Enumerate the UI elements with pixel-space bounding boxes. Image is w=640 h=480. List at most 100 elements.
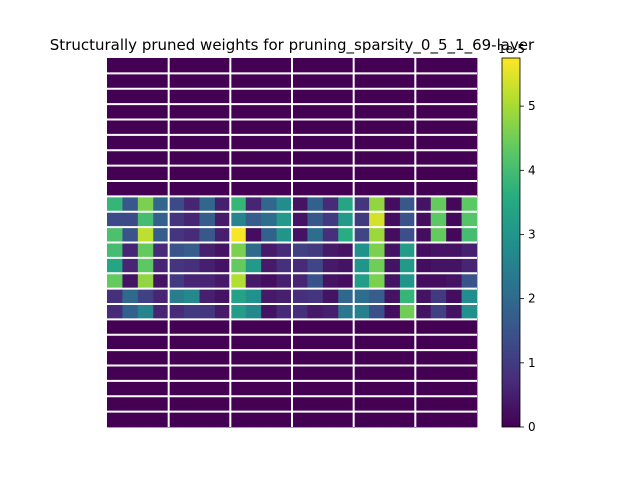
heatmap-cell xyxy=(122,334,139,351)
heatmap-cell xyxy=(107,411,123,428)
heatmap-cell xyxy=(415,411,432,428)
heatmap-cell xyxy=(461,88,478,105)
heatmap-cell xyxy=(168,196,185,213)
heatmap-cell xyxy=(245,196,262,213)
heatmap-cell xyxy=(292,73,308,90)
heatmap-cell xyxy=(199,150,216,167)
heatmap-cell xyxy=(245,211,262,228)
heatmap-cell xyxy=(230,334,247,351)
heatmap-cell xyxy=(446,134,462,151)
heatmap-cell xyxy=(322,119,339,136)
heatmap-cell xyxy=(199,227,216,243)
heatmap-cell xyxy=(384,334,401,351)
heatmap-cell xyxy=(307,88,324,105)
chart-title: Structurally pruned weights for pruning_… xyxy=(50,36,535,55)
heatmap-cell xyxy=(353,242,370,259)
heatmap-cell xyxy=(137,334,154,351)
heatmap-cell xyxy=(292,242,308,259)
heatmap-cell xyxy=(230,396,247,413)
heatmap-cell xyxy=(230,150,247,167)
heatmap-cell xyxy=(292,181,308,197)
heatmap-cell xyxy=(461,350,478,366)
heatmap-cell xyxy=(292,396,308,413)
heatmap-cell xyxy=(245,334,262,351)
heatmap-cell xyxy=(415,319,432,336)
heatmap-cell xyxy=(276,211,293,228)
heatmap-cell xyxy=(322,165,339,182)
heatmap-cell xyxy=(322,273,339,290)
heatmap-cell xyxy=(338,211,355,228)
heatmap-cell xyxy=(338,411,355,428)
heatmap-cell xyxy=(307,196,324,213)
heatmap-cell xyxy=(353,334,370,351)
heatmap-cell xyxy=(107,288,123,305)
heatmap-cell xyxy=(261,150,277,167)
heatmap-cell xyxy=(137,304,154,320)
heatmap-cell xyxy=(322,150,339,167)
heatmap-cell xyxy=(292,380,308,397)
heatmap-cell xyxy=(153,104,170,120)
heatmap-cell xyxy=(153,227,170,243)
colorbar-tick-label: 1 xyxy=(528,356,536,370)
heatmap-grid xyxy=(107,58,478,428)
heatmap-cell xyxy=(230,304,247,320)
heatmap-cell xyxy=(214,134,231,151)
heatmap-cell xyxy=(261,58,277,74)
heatmap-cell xyxy=(384,134,401,151)
heatmap-cell xyxy=(107,242,123,259)
heatmap-cell xyxy=(276,196,293,213)
heatmap-cell xyxy=(307,350,324,366)
heatmap-cell xyxy=(245,119,262,136)
heatmap-cell xyxy=(184,350,200,366)
heatmap-cell xyxy=(307,211,324,228)
heatmap-cell xyxy=(415,119,432,136)
heatmap-cell xyxy=(369,396,385,413)
heatmap-cell xyxy=(322,396,339,413)
heatmap-cell xyxy=(184,288,200,305)
heatmap-cell xyxy=(369,165,385,182)
heatmap-cell xyxy=(415,257,432,274)
heatmap-cell xyxy=(446,350,462,366)
heatmap-cell xyxy=(107,380,123,397)
heatmap-cell xyxy=(199,319,216,336)
heatmap-cell xyxy=(415,273,432,290)
heatmap-cell xyxy=(245,288,262,305)
heatmap-cell xyxy=(107,73,123,90)
heatmap-cell xyxy=(153,88,170,105)
heatmap-cell xyxy=(214,380,231,397)
heatmap-cell xyxy=(122,119,139,136)
heatmap-cell xyxy=(353,273,370,290)
heatmap-cell xyxy=(261,134,277,151)
heatmap-cell xyxy=(399,288,416,305)
heatmap-cell xyxy=(369,150,385,167)
heatmap-cell xyxy=(137,273,154,290)
heatmap-cell xyxy=(292,134,308,151)
heatmap-cell xyxy=(461,304,478,320)
heatmap-cell xyxy=(446,58,462,74)
heatmap-cell xyxy=(107,319,123,336)
heatmap-cell xyxy=(292,334,308,351)
heatmap-cell xyxy=(384,165,401,182)
heatmap-cell xyxy=(446,211,462,228)
heatmap-cell xyxy=(153,196,170,213)
heatmap-cell xyxy=(214,181,231,197)
heatmap-cell xyxy=(430,304,447,320)
heatmap-cell xyxy=(353,88,370,105)
heatmap-cell xyxy=(415,380,432,397)
heatmap-cell xyxy=(322,227,339,243)
heatmap-cell xyxy=(168,119,185,136)
heatmap-cell xyxy=(399,196,416,213)
heatmap-cell xyxy=(184,273,200,290)
heatmap-cell xyxy=(137,350,154,366)
heatmap-cell xyxy=(322,304,339,320)
heatmap-cell xyxy=(322,88,339,105)
heatmap-cell xyxy=(430,165,447,182)
heatmap-cell xyxy=(461,58,478,74)
heatmap-cell xyxy=(137,119,154,136)
heatmap-cell xyxy=(122,411,139,428)
heatmap-cell xyxy=(199,119,216,136)
heatmap-cell xyxy=(153,119,170,136)
heatmap-cell xyxy=(199,380,216,397)
heatmap-cell xyxy=(292,104,308,120)
heatmap-cell xyxy=(384,273,401,290)
